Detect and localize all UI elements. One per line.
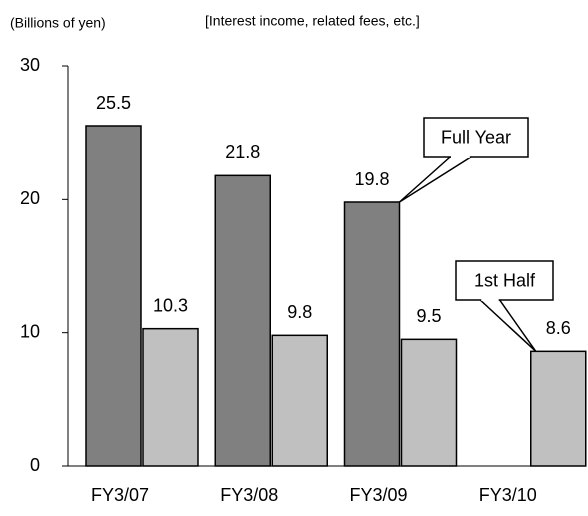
bar: [214, 174, 271, 467]
x-tick-label: FY3/09: [349, 485, 407, 505]
unit-label: (Billions of yen): [10, 15, 106, 31]
bar: [530, 350, 587, 467]
data-label: 25.5: [96, 93, 131, 113]
bar: [343, 201, 401, 467]
bar: [142, 327, 199, 467]
bar: [85, 125, 142, 467]
callout-box: [455, 260, 554, 301]
x-tick-label: FY3/08: [220, 485, 278, 505]
y-tick-label: 0: [30, 455, 40, 475]
bar: [271, 334, 328, 467]
legend-label: 1st Half: [474, 270, 536, 290]
x-tick-label: FY3/07: [91, 485, 149, 505]
data-label: 9.5: [416, 306, 441, 326]
callout-pointer: [399, 156, 474, 203]
callout-box: [423, 117, 529, 158]
subtitle: [Interest income, related fees, etc.]: [205, 13, 420, 29]
legend-label: Full Year: [441, 127, 511, 147]
callout-pointer: [478, 299, 537, 352]
data-label: 10.3: [153, 295, 188, 315]
data-label: 21.8: [225, 142, 260, 162]
bar: [400, 338, 458, 467]
data-label: 9.8: [287, 302, 312, 322]
data-label: 19.8: [354, 169, 389, 189]
y-tick-label: 30: [20, 55, 40, 75]
data-label: 8.6: [546, 318, 571, 338]
y-tick-label: 20: [20, 188, 40, 208]
x-tick-label: FY3/10: [479, 485, 537, 505]
y-tick-label: 10: [20, 321, 40, 341]
